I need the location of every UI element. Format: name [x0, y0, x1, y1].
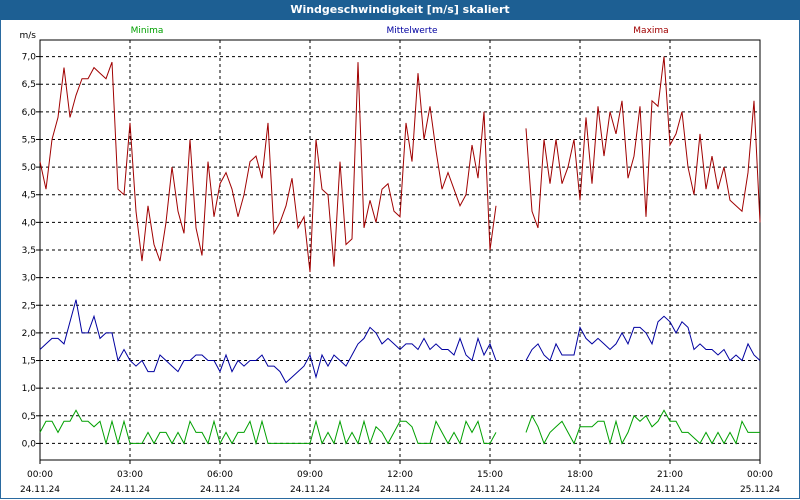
y-tick-label: 4,5 — [22, 191, 36, 201]
legend-entry-mittelwerte: Mittelwerte — [386, 26, 437, 36]
y-tick-label: 2,5 — [22, 301, 36, 311]
x-tick-time: 00:00 — [27, 470, 53, 480]
series-line-mittelwerte — [525, 315, 761, 362]
x-tick-date: 24.11.24 — [380, 485, 420, 495]
x-tick-date: 24.11.24 — [470, 485, 510, 495]
x-tick-date: 25.11.24 — [740, 485, 780, 495]
series-line-maxima — [39, 61, 497, 273]
y-tick-label: 1,5 — [22, 357, 36, 367]
x-tick-time: 06:00 — [207, 470, 233, 480]
series-line-minima — [525, 409, 760, 446]
y-tick-label: 3,0 — [22, 274, 37, 284]
x-tick-date: 24.11.24 — [290, 485, 330, 495]
y-tick-label: 5,0 — [22, 163, 37, 173]
y-tick-label: 5,5 — [22, 135, 36, 145]
x-tick-time: 21:00 — [657, 470, 683, 480]
x-tick-time: 15:00 — [477, 470, 503, 480]
legend-entry-minima: Minima — [131, 26, 164, 36]
y-tick-label: 1,0 — [22, 384, 37, 394]
y-tick-label: 7,0 — [22, 53, 37, 63]
x-tick-date: 24.11.24 — [200, 485, 240, 495]
y-tick-label: 6,5 — [22, 80, 36, 90]
chart-title: Windgeschwindigkeit [m/s] skaliert — [0, 0, 800, 20]
x-tick-date: 24.11.24 — [650, 485, 690, 495]
y-tick-label: 0,5 — [22, 412, 36, 422]
x-tick-time: 09:00 — [297, 470, 323, 480]
x-tick-date: 24.11.24 — [560, 485, 600, 495]
y-tick-label: 2,0 — [22, 329, 37, 339]
series-line-minima — [39, 409, 497, 446]
y-tick-label: 0,0 — [22, 439, 37, 449]
y-axis-label: m/s — [20, 31, 37, 41]
x-tick-time: 00:00 — [747, 470, 773, 480]
y-tick-label: 3,5 — [22, 246, 36, 256]
series-line-mittelwerte — [39, 299, 497, 384]
x-tick-time: 12:00 — [387, 470, 413, 480]
x-tick-time: 03:00 — [117, 470, 143, 480]
y-tick-label: 6,0 — [22, 108, 37, 118]
x-tick-time: 18:00 — [567, 470, 593, 480]
x-tick-date: 24.11.24 — [20, 485, 60, 495]
y-tick-label: 4,0 — [22, 218, 37, 228]
series-line-maxima — [525, 56, 761, 229]
x-tick-date: 24.11.24 — [110, 485, 150, 495]
legend-entry-maxima: Maxima — [633, 26, 668, 36]
